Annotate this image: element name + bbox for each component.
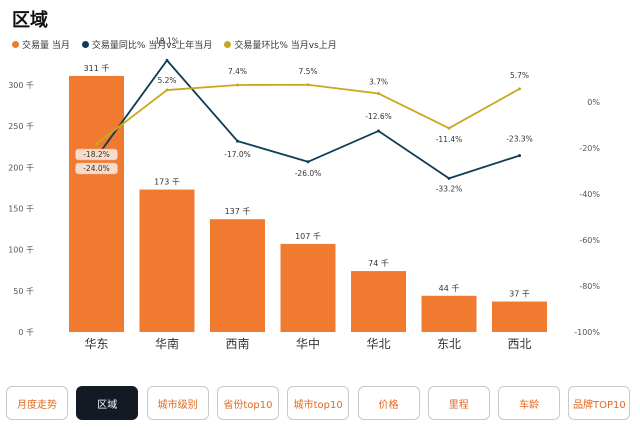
- category-label: 东北: [437, 337, 461, 351]
- tab-3[interactable]: 城市级别: [146, 386, 209, 420]
- yoy-value-label: 18.1%: [155, 36, 179, 45]
- tab-9[interactable]: 品牌TOP10: [568, 386, 631, 420]
- right-axis-tick: -80%: [579, 282, 600, 291]
- tab-8[interactable]: 车龄: [498, 386, 561, 420]
- bar-value-label: 37 千: [509, 289, 530, 299]
- legend-volume-dot-icon: [12, 41, 19, 48]
- mom-badge-label-bg: [75, 148, 118, 161]
- bar-value-label: 74 千: [368, 258, 389, 268]
- mom-point: [518, 87, 521, 91]
- bar-5: [351, 271, 406, 332]
- mom-value-label: 3.7%: [369, 77, 388, 86]
- legend-mom-dot-icon: [224, 41, 232, 48]
- bar-3: [210, 219, 265, 332]
- bar-value-label: 137 千: [225, 206, 251, 216]
- mom-point: [236, 83, 239, 87]
- bar-6: [421, 295, 477, 332]
- yoy-point: [236, 139, 239, 143]
- left-axis-tick: 0 千: [18, 327, 34, 337]
- mom-badge-label: -18.2%: [83, 150, 110, 159]
- category-label: 华北: [366, 337, 390, 351]
- right-axis-tick: -40%: [579, 190, 600, 199]
- bar-value-label: 173 千: [154, 177, 180, 187]
- tab-2[interactable]: 区域: [76, 386, 139, 420]
- yoy-point: [306, 160, 310, 164]
- right-axis-tick: -60%: [579, 236, 600, 245]
- yoy-badge-label: -24.0%: [83, 164, 110, 173]
- bar-value-label: 44 千: [439, 283, 460, 293]
- legend-item-volume[interactable]: 交易量 当月: [12, 38, 70, 51]
- right-axis-tick: 0%: [587, 98, 600, 107]
- tab-7[interactable]: 里程: [427, 386, 490, 420]
- left-axis-tick: 300 千: [8, 80, 34, 90]
- bar-7: [492, 301, 547, 332]
- left-axis-tick: 50 千: [13, 286, 34, 296]
- yoy-value-label: -17.0%: [224, 150, 251, 159]
- tab-4[interactable]: 省份top10: [216, 386, 279, 420]
- mom-value-label: -11.4%: [436, 135, 463, 144]
- yoy-value-label: -12.6%: [365, 112, 392, 121]
- region-chart: 0 千 50 千 100 千 150 千 200 千 250 千 300 千 0% -20% -4…: [8, 36, 600, 351]
- category-label: 华中: [296, 336, 320, 351]
- yoy-value-label: -33.2%: [436, 184, 463, 193]
- left-axis-tick: 250 千: [8, 121, 34, 131]
- bar-value-label: 107 千: [295, 231, 321, 241]
- category-label: 西北: [507, 337, 531, 351]
- tab-6[interactable]: 价格: [357, 386, 420, 420]
- tab-1[interactable]: 月度走势: [6, 386, 68, 420]
- category-label: 华南: [155, 336, 179, 351]
- yoy-point: [518, 154, 521, 158]
- mom-point: [447, 126, 451, 130]
- bar-4: [280, 243, 336, 332]
- page-title: 区域: [12, 10, 48, 31]
- mom-value-label: 5.7%: [510, 71, 529, 80]
- legend-mom-label: 交易量环比% 当月vs上月: [234, 41, 337, 51]
- yoy-badge-label-bg: [75, 162, 118, 175]
- tab-bar: 月度走势 区域 城市级别 省份top10 城市top10 价格 里程 车龄 品牌TOP10: [6, 386, 634, 422]
- left-axis-tick: 150 千: [8, 204, 34, 214]
- legend-item-mom[interactable]: 交易量环比% 当月vs上月: [224, 38, 337, 51]
- mom-value-label: 5.2%: [157, 76, 176, 85]
- mom-point: [377, 91, 380, 95]
- yoy-point: [447, 176, 451, 180]
- category-label: 华东: [84, 337, 108, 351]
- mom-point: [95, 142, 98, 146]
- legend-yoy-dot-icon: [81, 41, 89, 48]
- yoy-value-label: -23.3%: [506, 135, 533, 144]
- mom-point: [165, 88, 169, 92]
- tab-5[interactable]: 城市top10: [287, 386, 350, 420]
- category-label: 西南: [225, 336, 249, 351]
- left-axis-tick: 100 千: [8, 245, 34, 255]
- mom-point: [306, 83, 310, 87]
- legend-yoy-label: 交易量同比% 当月vs上年当月: [91, 41, 213, 51]
- right-axis-tick: -20%: [579, 144, 600, 153]
- legend-item-yoy[interactable]: 交易量同比% 当月vs上年当月: [81, 38, 213, 51]
- left-axis-tick: 200 千: [8, 162, 34, 172]
- yoy-value-label: -26.0%: [295, 169, 322, 178]
- bar-1: [69, 75, 124, 333]
- legend-volume-label: 交易量 当月: [22, 41, 70, 51]
- chart-legend: 交易量 当月 交易量同比% 当月vs上年当月 交易量环比% 当月vs上月: [12, 38, 337, 51]
- bar-2: [139, 189, 195, 332]
- bar-value-label: 311 千: [84, 63, 110, 73]
- mom-value-label: 7.5%: [298, 67, 317, 76]
- right-axis-tick: -100%: [574, 328, 600, 337]
- yoy-point: [377, 129, 380, 133]
- yoy-point: [165, 58, 169, 62]
- mom-value-label: 7.4%: [228, 67, 247, 76]
